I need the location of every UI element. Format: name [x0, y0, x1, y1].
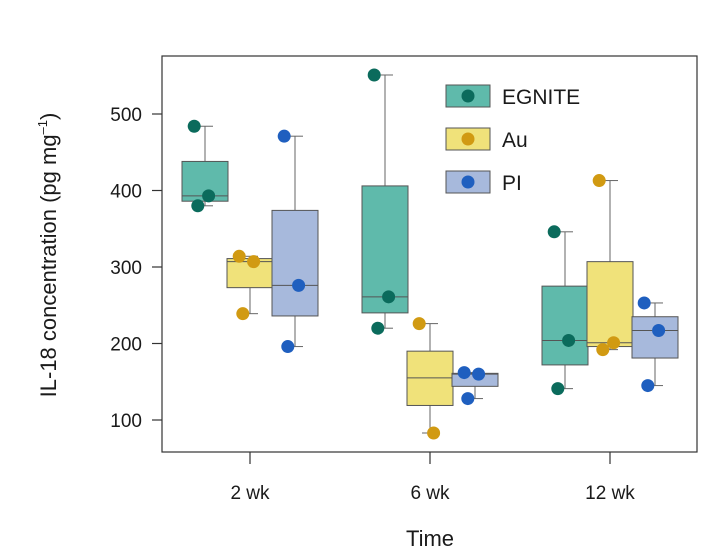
y-tick-label: 500: [110, 105, 142, 126]
y-axis-title-tail: ): [36, 113, 61, 120]
pi-2wk-point: [281, 340, 295, 354]
egnite-2wk-point: [202, 189, 216, 203]
y-axis-title-main: IL-18 concentration (pg mg: [36, 134, 61, 397]
x-axis-title: Time: [406, 526, 454, 551]
egnite-12wk-box: [541, 285, 589, 366]
y-tick-label: 400: [110, 182, 142, 203]
pi-6wk-point: [457, 366, 471, 380]
egnite-12wk-point: [547, 225, 561, 239]
au-12wk-point: [592, 174, 606, 188]
x-tick-label: 2 wk: [230, 483, 270, 504]
pi-12wk-point: [641, 379, 655, 393]
egnite-6wk-point: [382, 290, 396, 304]
egnite-2wk-point: [187, 119, 201, 133]
x-tick-label: 12 wk: [585, 483, 635, 504]
pi-6wk-point: [461, 392, 475, 406]
pi-2wk-box: [271, 209, 319, 317]
au-6wk-point: [427, 426, 441, 440]
pi-2wk-point: [277, 129, 291, 143]
pi-12wk-box: [631, 316, 679, 359]
plot-area: [181, 68, 679, 440]
legend: EGNITE Au PI: [445, 84, 580, 195]
axes: 100 200 300 400 500 2 wk 6 wk 12 wk: [110, 55, 698, 504]
x-tick-label: 6 wk: [410, 483, 450, 504]
legend-egnite-marker: [461, 89, 475, 103]
pi-12wk-point: [652, 323, 666, 337]
legend-pi-marker: [461, 175, 475, 189]
y-tick-label: 200: [110, 335, 142, 356]
y-tick-label: 100: [110, 411, 142, 432]
au-12wk-point: [607, 336, 621, 350]
legend-pi-label: PI: [502, 172, 522, 195]
legend-au-marker: [461, 132, 475, 146]
egnite-6wk-point: [371, 321, 385, 335]
pi-12wk-point: [637, 296, 651, 310]
au-2wk-point: [232, 249, 246, 263]
legend-au-label: Au: [502, 129, 528, 152]
au-2wk-point: [247, 255, 261, 269]
au-2wk-point: [236, 307, 250, 321]
y-axis-title-superscript: –1: [35, 120, 50, 134]
y-axis-title: IL-18 concentration (pg mg–1): [35, 113, 61, 398]
pi-6wk-point: [472, 367, 486, 381]
egnite-12wk-point: [551, 382, 565, 396]
pi-2wk-point: [292, 278, 306, 292]
au-12wk-point: [596, 343, 610, 357]
y-tick-label: 300: [110, 258, 142, 279]
au-6wk-point: [412, 317, 426, 331]
legend-egnite-label: EGNITE: [502, 86, 580, 109]
au-12wk-box: [586, 261, 634, 348]
egnite-12wk-point: [562, 333, 576, 347]
egnite-2wk-point: [191, 199, 205, 213]
egnite-6wk-point: [367, 68, 381, 82]
